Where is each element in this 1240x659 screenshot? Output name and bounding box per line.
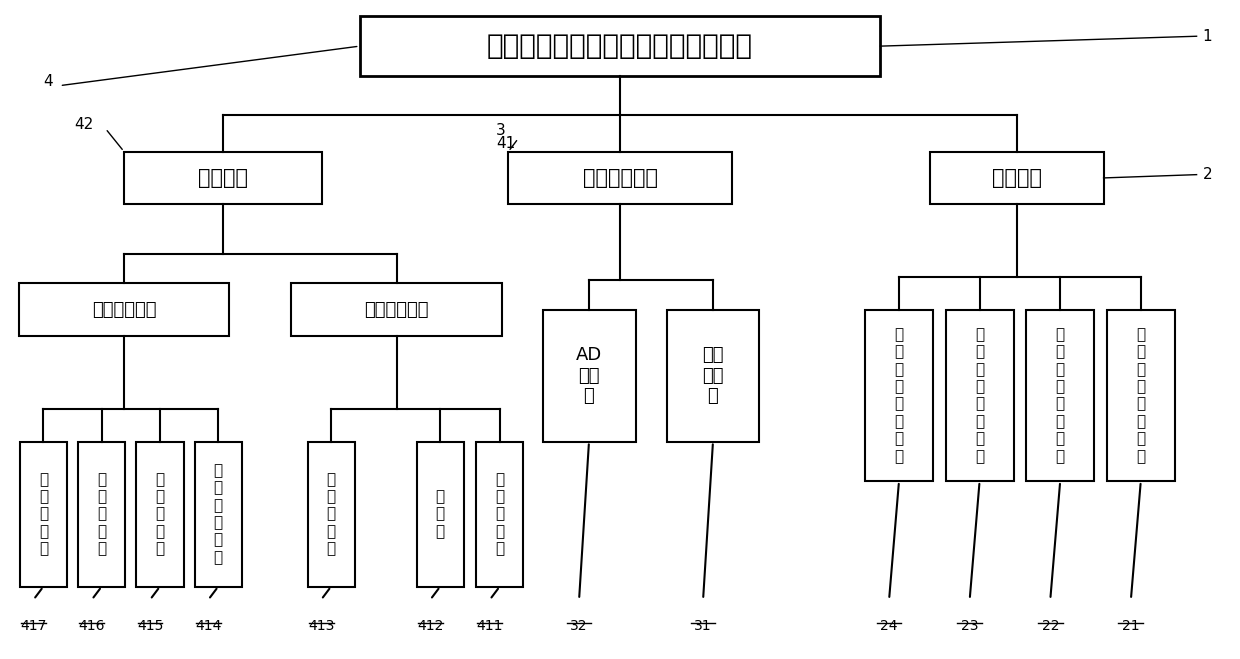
Text: 升
温
降
温
部
件: 升 温 降 温 部 件 [213,463,223,565]
Text: 柔性电子抗拉伸和挠曲性能测试系统: 柔性电子抗拉伸和挠曲性能测试系统 [487,32,753,60]
FancyBboxPatch shape [19,283,229,336]
FancyBboxPatch shape [291,283,502,336]
Text: 42: 42 [74,117,94,132]
Text: 4: 4 [43,74,53,89]
Text: 人
机
接
口
二: 人 机 接 口 二 [155,472,165,556]
Text: 416: 416 [78,619,105,633]
FancyBboxPatch shape [78,442,125,587]
Text: 运
动
控
制
器: 运 动 控 制 器 [326,472,336,556]
Text: 414: 414 [195,619,222,633]
FancyBboxPatch shape [866,310,934,481]
Text: 23: 23 [961,619,978,633]
Text: 41: 41 [496,136,516,152]
Text: 411: 411 [476,619,503,633]
Text: 21: 21 [1122,619,1140,633]
FancyBboxPatch shape [417,442,464,587]
Text: 温度调节单元: 温度调节单元 [92,301,156,319]
Text: 数据采集模块: 数据采集模块 [583,168,657,188]
FancyBboxPatch shape [195,442,242,587]
Text: 1: 1 [1203,29,1213,43]
Text: 第
一
固
定
芯
轴
单
元: 第 一 固 定 芯 轴 单 元 [894,327,904,464]
FancyBboxPatch shape [543,310,635,442]
FancyBboxPatch shape [667,310,759,442]
Text: 运动控制单元: 运动控制单元 [365,301,429,319]
Text: 人
机
接
口
一: 人 机 接 口 一 [495,472,505,556]
FancyBboxPatch shape [136,442,184,587]
Text: 3: 3 [496,123,506,138]
FancyBboxPatch shape [1107,310,1176,481]
Text: 413: 413 [308,619,335,633]
Text: 温
度
控
制
器: 温 度 控 制 器 [97,472,107,556]
Text: 图像
采集
器: 图像 采集 器 [702,346,724,405]
FancyBboxPatch shape [946,310,1014,481]
Text: 控制模块: 控制模块 [198,168,248,188]
Text: AD
转换
器: AD 转换 器 [575,346,603,405]
FancyBboxPatch shape [930,152,1104,204]
Text: 415: 415 [136,619,164,633]
FancyBboxPatch shape [124,152,322,204]
Text: 第
一
弯
曲
芯
轴
单
元: 第 一 弯 曲 芯 轴 单 元 [1055,327,1065,464]
FancyBboxPatch shape [360,16,880,76]
FancyBboxPatch shape [1025,310,1095,481]
Text: 第
二
弯
曲
芯
轴
单
元: 第 二 弯 曲 芯 轴 单 元 [1136,327,1146,464]
Text: 417: 417 [20,619,47,633]
Text: 温
度
传
感
器: 温 度 传 感 器 [38,472,48,556]
Text: 31: 31 [694,619,712,633]
Text: 第
二
固
定
芯
轴
单
元: 第 二 固 定 芯 轴 单 元 [975,327,985,464]
FancyBboxPatch shape [20,442,67,587]
Text: 32: 32 [570,619,588,633]
Text: 22: 22 [1042,619,1059,633]
Text: 412: 412 [417,619,444,633]
Text: 测试模块: 测试模块 [992,168,1042,188]
Text: 计
数
器: 计 数 器 [435,489,445,539]
FancyBboxPatch shape [476,442,523,587]
FancyBboxPatch shape [508,152,732,204]
Text: 24: 24 [880,619,898,633]
Text: 2: 2 [1203,167,1213,182]
FancyBboxPatch shape [308,442,355,587]
